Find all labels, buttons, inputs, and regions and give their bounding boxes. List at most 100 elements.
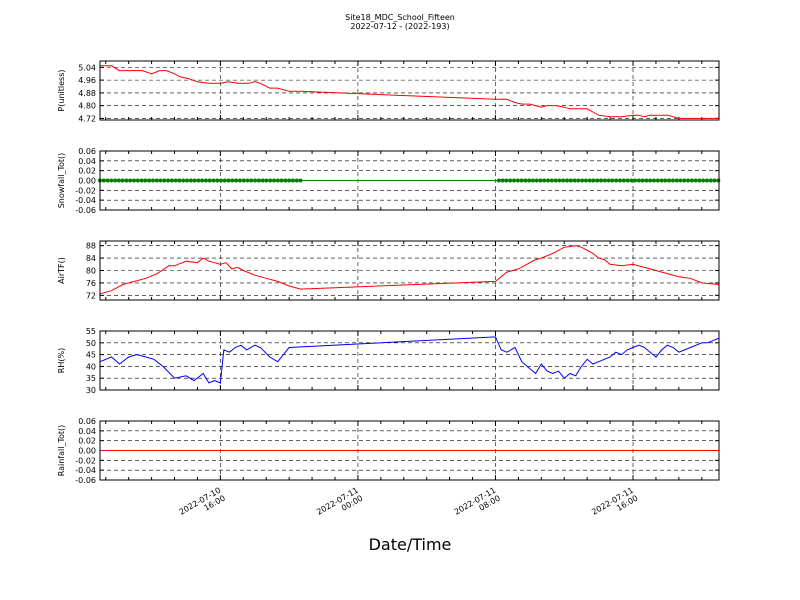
chart-panels: 5.044.964.884.804.72P(unitless)0.060.040… xyxy=(57,60,721,485)
data-point xyxy=(245,178,250,183)
data-point xyxy=(527,178,532,183)
data-point xyxy=(697,178,702,183)
data-point xyxy=(287,178,292,183)
data-point xyxy=(704,178,709,183)
data-point xyxy=(109,178,114,183)
data-point xyxy=(553,178,558,183)
panel-3: 88 84 80 76 72 AirTF() xyxy=(57,240,720,301)
y-tick-label: -0.02 xyxy=(75,456,96,465)
data-point xyxy=(173,178,178,183)
y-tick-label: 0.00 xyxy=(78,447,96,456)
data-point xyxy=(659,178,664,183)
series-line xyxy=(100,65,719,119)
data-point xyxy=(682,178,687,183)
data-point xyxy=(708,178,713,183)
figure-subtitle: 2022-07-12 - (2022-193) xyxy=(350,22,449,31)
data-point xyxy=(663,178,668,183)
data-point xyxy=(162,178,167,183)
data-point xyxy=(621,178,626,183)
series-line xyxy=(99,336,720,384)
y-tick-label: -0.04 xyxy=(75,196,96,205)
data-point xyxy=(508,178,513,183)
data-point xyxy=(207,178,212,183)
y-tick-label: 4.72 xyxy=(78,114,96,123)
data-point xyxy=(222,178,227,183)
data-point xyxy=(120,178,125,183)
data-point xyxy=(147,178,152,183)
data-point xyxy=(500,178,505,183)
data-point xyxy=(215,178,220,183)
data-point xyxy=(150,178,155,183)
panel-5: 0.060.040.020.00-0.02-0.04-0.06 Rainfall_… xyxy=(57,417,720,485)
data-point xyxy=(530,178,535,183)
data-point xyxy=(640,178,645,183)
data-point xyxy=(546,178,551,183)
data-point xyxy=(275,178,280,183)
data-point xyxy=(132,178,137,183)
data-point xyxy=(192,178,197,183)
data-point xyxy=(105,178,110,183)
data-point xyxy=(256,178,261,183)
y-tick-label: 84 xyxy=(86,254,96,263)
figure-title: Site18_MDC_School_Fifteen xyxy=(345,13,455,22)
data-point xyxy=(177,178,182,183)
data-point xyxy=(674,178,679,183)
data-point xyxy=(625,178,630,183)
y-tick-label: 4.96 xyxy=(78,76,96,85)
data-point xyxy=(617,178,622,183)
data-point xyxy=(701,178,706,183)
data-point xyxy=(283,178,288,183)
y-tick-label: 35 xyxy=(86,374,96,383)
y-tick-label: 40 xyxy=(86,362,96,371)
data-point xyxy=(124,178,129,183)
data-point xyxy=(169,178,174,183)
data-point xyxy=(667,178,672,183)
panel-4: 55 50 45 40 35 30 RH(%) xyxy=(57,327,720,395)
data-point xyxy=(716,178,721,183)
data-point xyxy=(200,178,205,183)
data-point xyxy=(241,178,246,183)
data-point xyxy=(614,178,619,183)
data-point xyxy=(561,178,566,183)
data-point xyxy=(572,178,577,183)
y-tick-label: 0.00 xyxy=(78,177,96,186)
data-point xyxy=(272,178,277,183)
y-tick-label: 30 xyxy=(86,386,96,395)
data-point xyxy=(633,178,638,183)
data-point xyxy=(712,178,717,183)
data-point xyxy=(279,178,284,183)
data-point xyxy=(534,178,539,183)
y-tick-label: -0.04 xyxy=(75,466,96,475)
data-point xyxy=(264,178,269,183)
data-point xyxy=(230,178,235,183)
y-tick-label: 76 xyxy=(86,279,96,288)
y-tick-label: 88 xyxy=(86,242,96,251)
data-point xyxy=(519,178,524,183)
x-axis-label: Date/Time xyxy=(369,535,452,554)
data-point xyxy=(188,178,193,183)
plot-frame xyxy=(99,330,720,391)
y-tick-label: 45 xyxy=(86,351,96,360)
plot-frame xyxy=(99,240,720,301)
y-tick-label: 0.02 xyxy=(78,167,96,176)
data-point xyxy=(154,178,159,183)
data-point xyxy=(565,178,570,183)
data-point xyxy=(655,178,660,183)
data-point xyxy=(610,178,615,183)
data-point xyxy=(135,178,140,183)
y-tick-label: 72 xyxy=(86,291,96,300)
y-tick-label: 0.04 xyxy=(78,427,96,436)
y-tick-label: 0.06 xyxy=(78,417,96,426)
series-line xyxy=(99,245,720,295)
data-point xyxy=(606,178,611,183)
data-point xyxy=(226,178,231,183)
data-point xyxy=(693,178,698,183)
data-point xyxy=(116,178,121,183)
data-point xyxy=(523,178,528,183)
y-tick-label: 4.80 xyxy=(78,102,96,111)
data-point xyxy=(580,178,585,183)
